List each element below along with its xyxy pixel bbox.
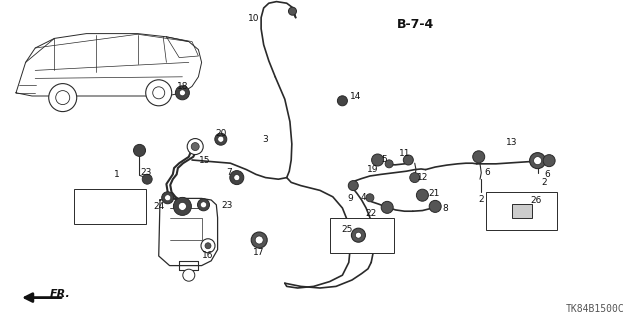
Circle shape [146,80,172,106]
Text: 22: 22 [365,209,377,218]
Circle shape [201,239,215,253]
Circle shape [234,175,240,180]
Circle shape [200,202,207,208]
Circle shape [289,7,296,15]
Circle shape [337,96,348,106]
Circle shape [198,199,209,211]
Circle shape [230,171,244,185]
Text: 11: 11 [399,149,410,158]
Circle shape [530,153,545,169]
Circle shape [534,156,541,164]
Text: 26: 26 [531,196,542,204]
Circle shape [188,139,204,155]
Text: 12: 12 [417,173,428,182]
Text: 2: 2 [541,178,547,187]
Text: TK84B1500C: TK84B1500C [565,304,624,314]
Text: 24: 24 [153,202,164,211]
Text: 9: 9 [348,194,353,203]
Text: 3: 3 [263,135,268,144]
Circle shape [175,86,189,100]
Text: 6: 6 [485,168,490,177]
Circle shape [543,155,555,167]
Circle shape [355,232,362,238]
Circle shape [348,180,358,191]
Circle shape [255,236,263,244]
Circle shape [173,197,191,215]
Text: 7: 7 [227,168,232,177]
Circle shape [381,201,393,213]
Circle shape [218,136,224,142]
Text: 2: 2 [479,195,484,204]
Circle shape [429,200,441,212]
Text: 21: 21 [428,189,440,198]
Circle shape [205,243,211,249]
Circle shape [179,203,186,211]
Text: 5: 5 [381,155,387,164]
Circle shape [153,87,164,99]
Text: B-7-4: B-7-4 [397,18,434,30]
Circle shape [410,172,420,183]
Text: 16: 16 [202,252,214,260]
Circle shape [134,144,145,156]
Circle shape [351,228,365,242]
Circle shape [366,194,374,202]
Circle shape [49,84,77,112]
Text: 6: 6 [545,170,550,179]
Text: 20: 20 [215,129,227,138]
Text: 15: 15 [199,156,211,164]
Circle shape [179,90,186,96]
Circle shape [403,155,413,165]
Circle shape [191,143,199,151]
Circle shape [473,151,484,163]
Bar [486,192,557,230]
Text: 13: 13 [506,138,518,147]
Text: 4: 4 [361,193,366,202]
Circle shape [417,189,428,201]
Text: 10: 10 [248,14,260,23]
Circle shape [142,174,152,184]
Circle shape [385,160,393,168]
Text: 17: 17 [253,248,265,257]
Bar [511,204,532,218]
Circle shape [252,232,268,248]
Circle shape [183,269,195,281]
Text: 23: 23 [140,168,152,177]
Circle shape [162,192,173,204]
Circle shape [164,195,171,201]
Text: 23: 23 [221,201,233,210]
Text: 1: 1 [115,170,120,179]
Circle shape [56,91,70,105]
Bar [330,218,394,253]
Text: 14: 14 [349,92,361,100]
Text: 18: 18 [177,82,188,91]
Text: FR.: FR. [50,289,70,300]
Circle shape [372,154,383,166]
Text: 25: 25 [342,225,353,234]
Text: 8: 8 [442,204,447,213]
Bar [74,189,146,224]
Text: 19: 19 [367,165,378,174]
Circle shape [215,133,227,145]
